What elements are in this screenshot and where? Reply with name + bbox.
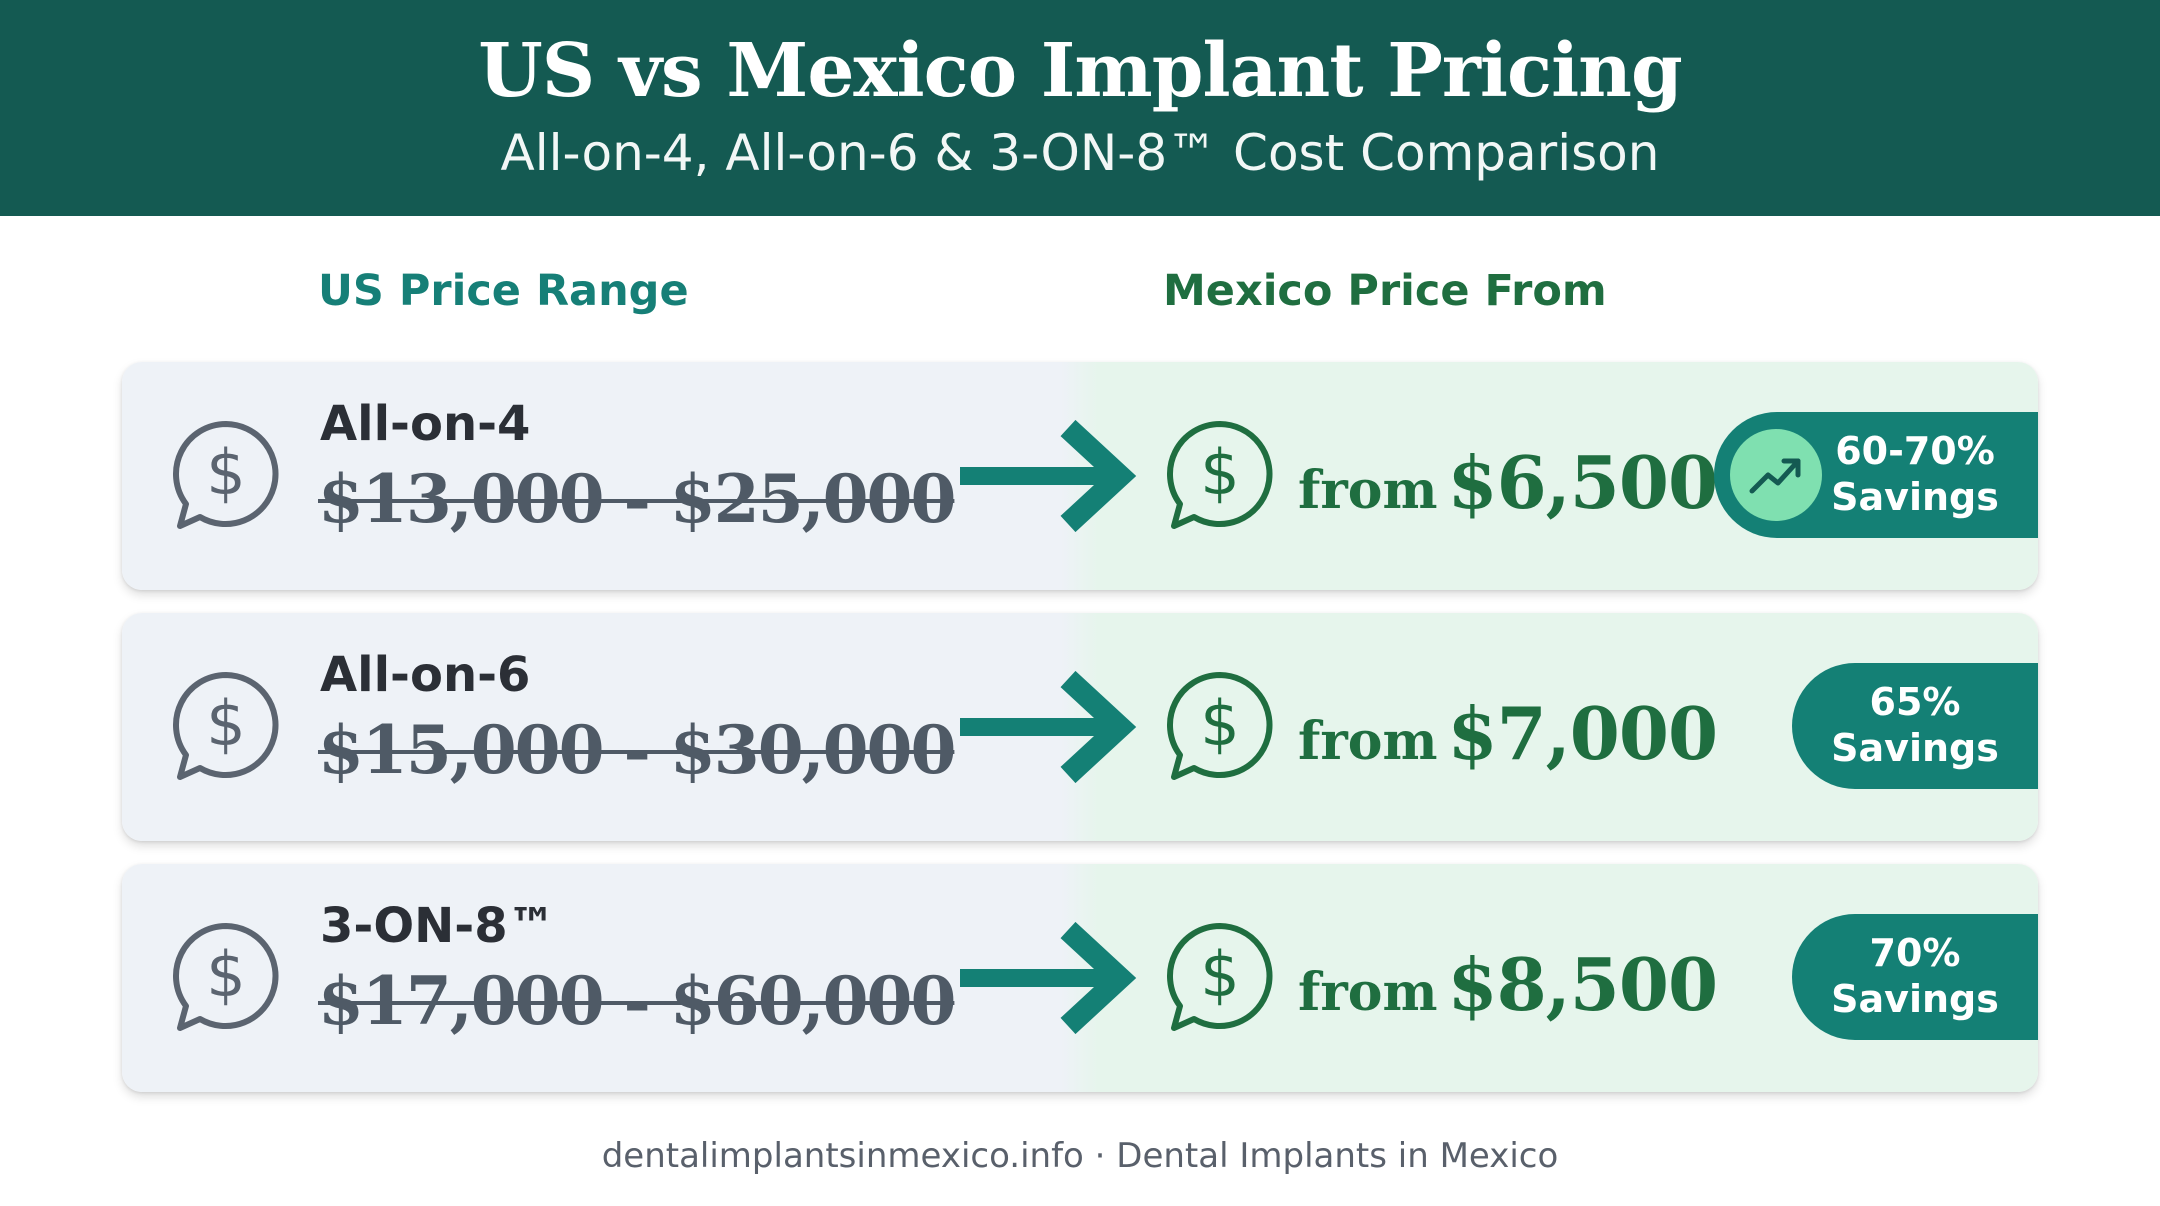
page-title: US vs Mexico Implant Pricing (478, 28, 1682, 114)
savings-badge: 65% Savings (1792, 663, 2038, 789)
dollar-chat-icon: $ (1167, 421, 1273, 529)
svg-text:$: $ (1200, 436, 1239, 509)
from-label: from (1298, 962, 1438, 1023)
mexico-price-amount: $8,500 (1447, 942, 1718, 1027)
savings-label: Savings (1831, 475, 1999, 519)
savings-percent: 60-70% (1835, 429, 1995, 473)
us-column-heading: US Price Range (318, 266, 689, 316)
dollar-chat-icon: $ (1167, 923, 1273, 1031)
savings-badge: 60-70% Savings (1714, 412, 2038, 538)
savings-percent: 65% (1869, 680, 1961, 724)
svg-text:$: $ (1200, 938, 1239, 1011)
svg-text:$: $ (206, 938, 245, 1011)
dollar-chat-icon: $ (173, 421, 279, 529)
package-name: All-on-4 (320, 396, 531, 452)
footer-credit: dentalimplantsinmexico.info · Dental Imp… (601, 1136, 1559, 1176)
savings-label: Savings (1831, 977, 1999, 1021)
svg-text:$: $ (206, 687, 245, 760)
mexico-price-amount: $7,000 (1447, 691, 1718, 776)
trending-up-icon (1730, 429, 1822, 521)
pricing-row-all-on-6: $ All-on-6 $15,000 - $30,000 $ from $7,00… (122, 613, 2038, 841)
mexico-price-amount: $6,500 (1447, 440, 1718, 525)
mexico-price: from $7,000 (1298, 691, 1718, 776)
us-price-range: $13,000 - $25,000 (318, 460, 956, 538)
page-subtitle: All-on-4, All-on-6 & 3-ON-8™ Cost Compar… (500, 124, 1660, 182)
savings-badge: 70% Savings (1792, 914, 2038, 1040)
svg-text:$: $ (1200, 687, 1239, 760)
svg-text:$: $ (206, 436, 245, 509)
dollar-chat-icon: $ (1167, 672, 1273, 780)
us-price-range: $17,000 - $60,000 (318, 962, 956, 1040)
us-price-range: $15,000 - $30,000 (318, 711, 956, 789)
from-label: from (1298, 711, 1438, 772)
package-name: 3-ON-8™ (320, 898, 556, 954)
arrow-right-icon (960, 420, 1137, 532)
pricing-row-3-on-8: $ 3-ON-8™ $17,000 - $60,000 $ from $8,500… (122, 864, 2038, 1092)
mexico-column-heading: Mexico Price From (1163, 266, 1607, 316)
header-banner: US vs Mexico Implant Pricing All-on-4, A… (0, 0, 2160, 216)
dollar-chat-icon: $ (173, 923, 279, 1031)
dollar-chat-icon: $ (173, 672, 279, 780)
savings-label: Savings (1831, 726, 1999, 770)
mexico-price: from $6,500 (1298, 440, 1718, 525)
pricing-row-all-on-4: $ All-on-4 $13,000 - $25,000 $ from $6,50… (122, 362, 2038, 590)
package-name: All-on-6 (320, 647, 531, 703)
arrow-right-icon (960, 922, 1137, 1034)
from-label: from (1298, 460, 1438, 521)
savings-percent: 70% (1869, 931, 1961, 975)
arrow-right-icon (960, 671, 1137, 783)
mexico-price: from $8,500 (1298, 942, 1718, 1027)
